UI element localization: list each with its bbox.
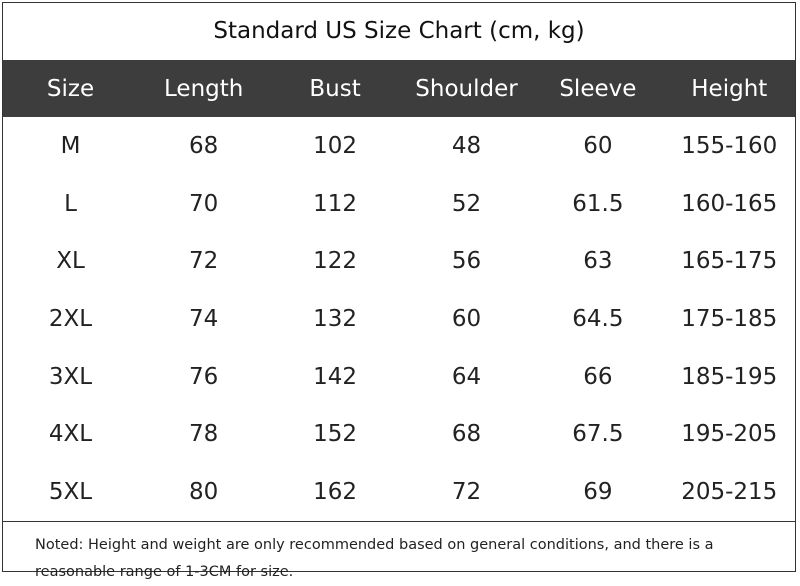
cell: 60 [583, 132, 613, 159]
row: 3XL 76 142 64 66 185-195 [3, 348, 795, 406]
cell: 66 [583, 363, 613, 390]
table: Size Length Bust Shoulder Sleeve Height M 68 102… [3, 60, 795, 521]
cell: 64.5 [572, 305, 624, 332]
cell: 112 [313, 190, 358, 217]
cell: 68 [451, 421, 482, 448]
row: 4XL 78 152 68 67.5 195-205 [3, 405, 795, 463]
header-cell: Length [138, 60, 270, 117]
cell: 4XL [48, 421, 93, 448]
header-cell: Bust [269, 60, 401, 117]
cell: 195-205 [681, 421, 778, 448]
cell: M [60, 132, 81, 159]
header-cell: Size [3, 60, 138, 117]
note: Noted: Height and weight are only recomm… [3, 520, 795, 586]
cell: 185-195 [681, 363, 778, 390]
row: M 68 102 48 60 155-160 [3, 117, 795, 175]
cell: 69 [583, 478, 613, 505]
cell: 155-160 [681, 132, 778, 159]
cell: 78 [189, 421, 219, 448]
cell: 142 [313, 363, 358, 390]
cell: 74 [189, 305, 219, 332]
cell: 67.5 [572, 421, 624, 448]
row: 2XL 74 132 60 64.5 175-185 [3, 290, 795, 348]
row: 5XL 80 162 72 69 205-215 [3, 463, 795, 521]
cell: XL [56, 248, 85, 275]
cell: 48 [451, 132, 482, 159]
header-cell: Sleeve [532, 60, 664, 117]
cell: 63 [583, 248, 613, 275]
cell: 132 [313, 305, 358, 332]
cell: L [64, 190, 77, 217]
row: XL 72 122 56 63 165-175 [3, 232, 795, 290]
cell: 61.5 [572, 190, 624, 217]
cell: 76 [189, 363, 219, 390]
size-chart: Standard US Size Chart (cm, kg) Size Leng… [2, 2, 796, 580]
cell: 52 [451, 190, 482, 217]
cell: 68 [189, 132, 219, 159]
cell: 72 [189, 248, 219, 275]
cell: 72 [451, 478, 482, 505]
cell: 165-175 [681, 248, 778, 275]
cell: 2XL [48, 305, 93, 332]
cell: 102 [313, 132, 358, 159]
cell: 160-165 [681, 190, 778, 217]
cell: 56 [451, 248, 482, 275]
cell: 162 [313, 478, 358, 505]
cell: 122 [313, 248, 358, 275]
cell: 80 [189, 478, 219, 505]
row: L 70 112 52 61.5 160-165 [3, 175, 795, 233]
cell: 64 [451, 363, 482, 390]
header-cell: Shoulder [400, 60, 533, 117]
title: Standard US Size Chart (cm, kg) [213, 18, 585, 44]
cell: 5XL [48, 478, 93, 505]
header-cell: Height [663, 60, 795, 117]
cell: 70 [189, 190, 219, 217]
cell: 60 [451, 305, 482, 332]
cell: 3XL [48, 363, 93, 390]
cell: 152 [313, 421, 358, 448]
cell: 205-215 [681, 478, 778, 505]
cell: 175-185 [681, 305, 778, 332]
